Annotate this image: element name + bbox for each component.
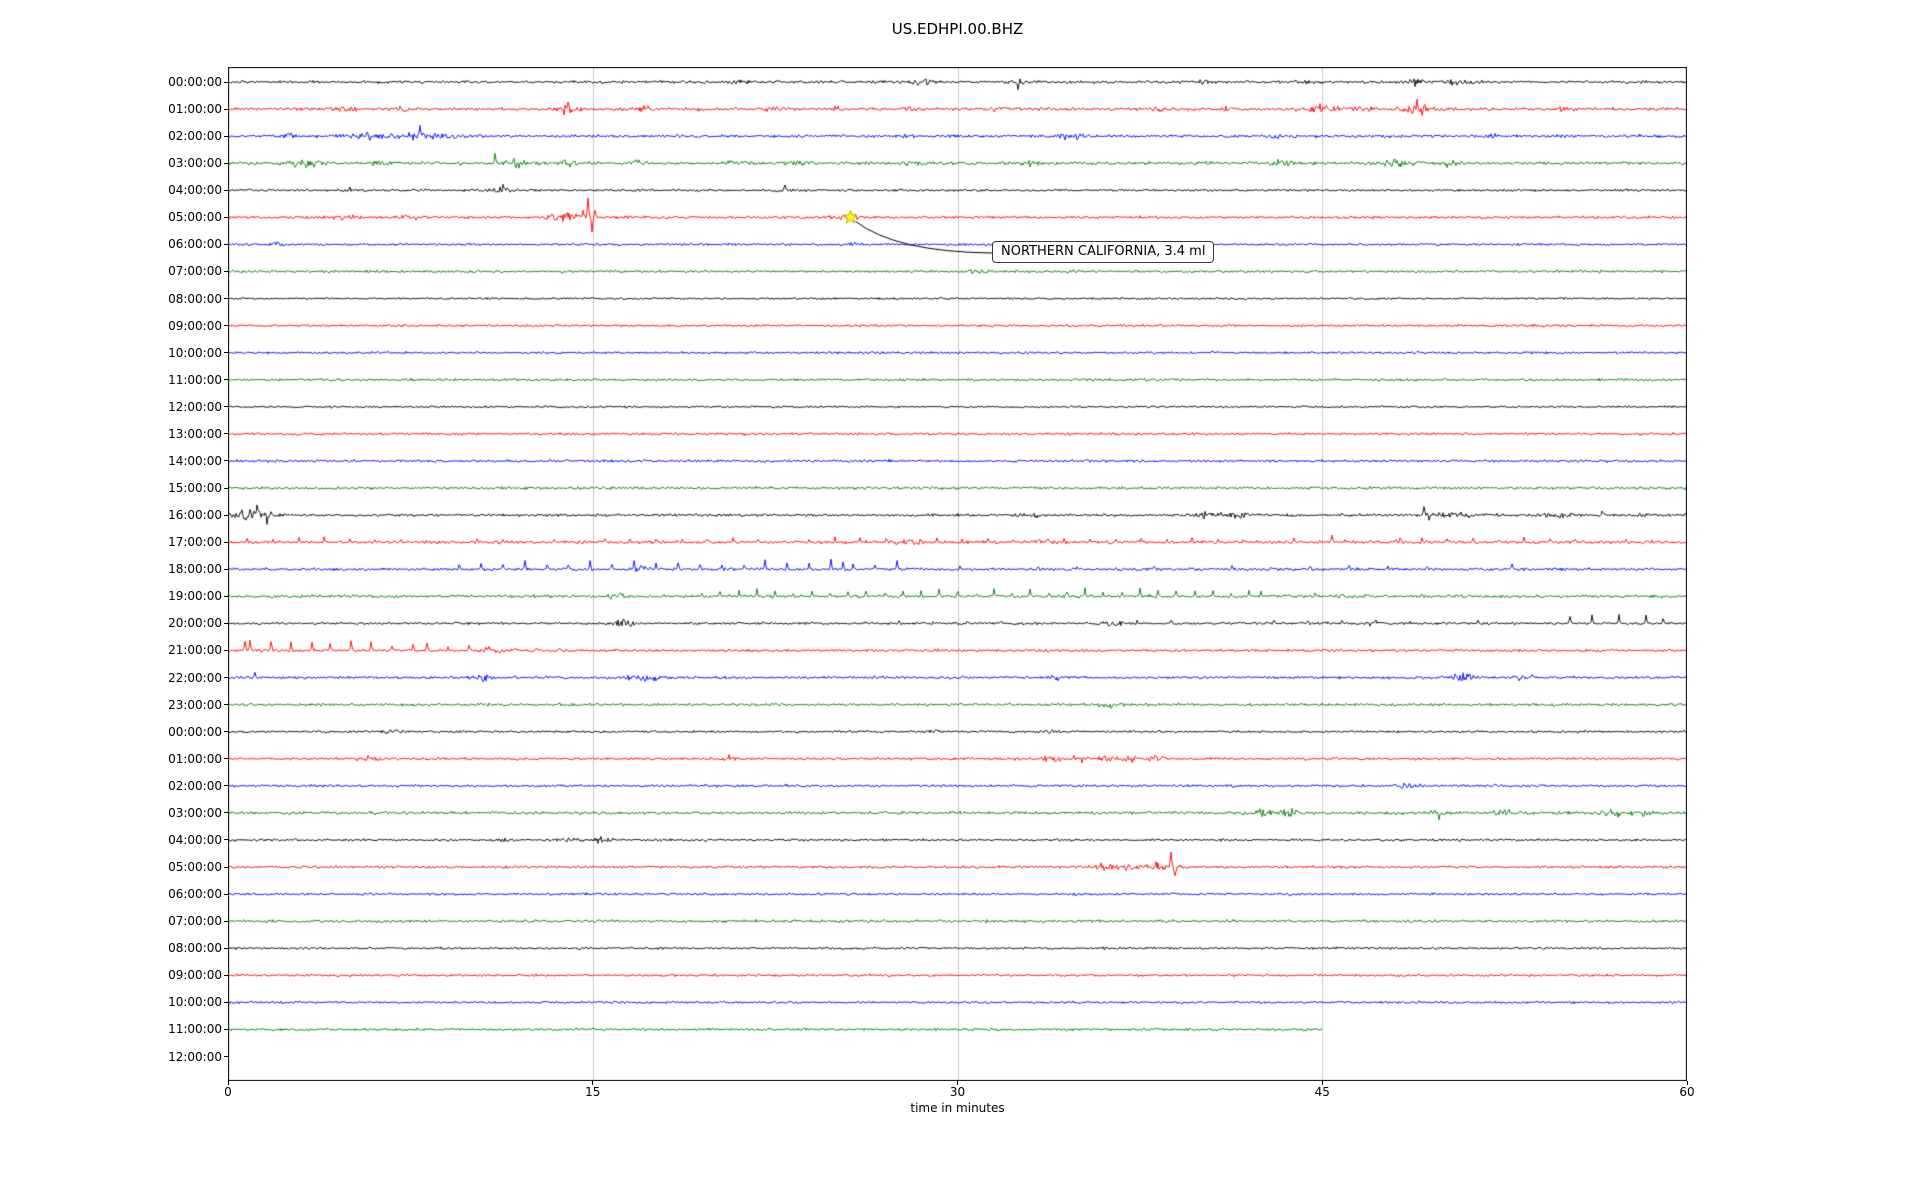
y-tick-label: 17:00:00 [168,535,222,550]
y-tick-label: 02:00:00 [168,129,222,144]
x-tick-mark [957,1081,958,1085]
x-tick-label: 30 [949,1085,966,1099]
y-tick-label: 00:00:00 [168,724,222,739]
seismogram-canvas [228,67,1687,1081]
figure-title: US.EDHPI.00.BHZ [891,20,1024,38]
y-tick-label: 20:00:00 [168,616,222,631]
x-tick-label: 0 [224,1085,232,1099]
x-tick-mark [1686,1081,1688,1085]
y-tick-label: 09:00:00 [168,318,222,333]
y-tick-label: 16:00:00 [168,508,222,523]
y-tick-label: 12:00:00 [168,1049,222,1064]
x-axis-title: time in minutes [910,1101,1005,1115]
event-annotation-box: NORTHERN CALIFORNIA, 3.4 ml [992,241,1215,263]
y-tick-label: 12:00:00 [168,399,222,414]
y-tick-label: 22:00:00 [168,670,222,685]
x-tick-label: 15 [585,1085,601,1099]
x-tick-mark [227,1081,229,1085]
y-tick-label: 15:00:00 [168,481,222,496]
y-tick-label: 21:00:00 [168,643,222,658]
y-tick-label: 11:00:00 [168,372,222,387]
y-tick-label: 11:00:00 [168,1022,222,1037]
y-tick-label: 19:00:00 [168,589,222,604]
y-tick-label: 01:00:00 [168,102,222,117]
y-tick-label: 23:00:00 [168,697,222,712]
y-tick-label: 08:00:00 [168,291,222,306]
y-tick-label: 05:00:00 [168,860,222,875]
x-tick-mark [592,1081,594,1085]
y-tick-label: 04:00:00 [168,183,222,198]
x-tick-label: 45 [1314,1085,1330,1099]
y-tick-label: 03:00:00 [168,156,222,171]
y-tick-label: 07:00:00 [168,914,222,929]
x-tick-label: 60 [1679,1085,1695,1099]
y-tick-label: 10:00:00 [168,345,222,360]
x-tick-mark [1321,1081,1323,1085]
y-tick-label: 18:00:00 [168,562,222,577]
y-tick-label: 05:00:00 [168,210,222,225]
y-tick-label: 03:00:00 [168,805,222,820]
y-tick-label: 00:00:00 [168,75,222,89]
y-tick-label: 01:00:00 [168,751,222,766]
y-tick-label: 10:00:00 [168,995,222,1010]
y-tick-label: 04:00:00 [168,832,222,847]
y-tick-label: 06:00:00 [168,887,222,902]
y-tick-label: 13:00:00 [168,426,222,441]
y-tick-label: 06:00:00 [168,237,222,252]
y-tick-label: 07:00:00 [168,264,222,279]
y-tick-label: 08:00:00 [168,941,222,956]
y-tick-label: 02:00:00 [168,778,222,793]
y-tick-label: 14:00:00 [168,453,222,468]
event-annotation-text: NORTHERN CALIFORNIA, 3.4 ml [1001,244,1206,259]
y-tick-label: 09:00:00 [168,968,222,983]
